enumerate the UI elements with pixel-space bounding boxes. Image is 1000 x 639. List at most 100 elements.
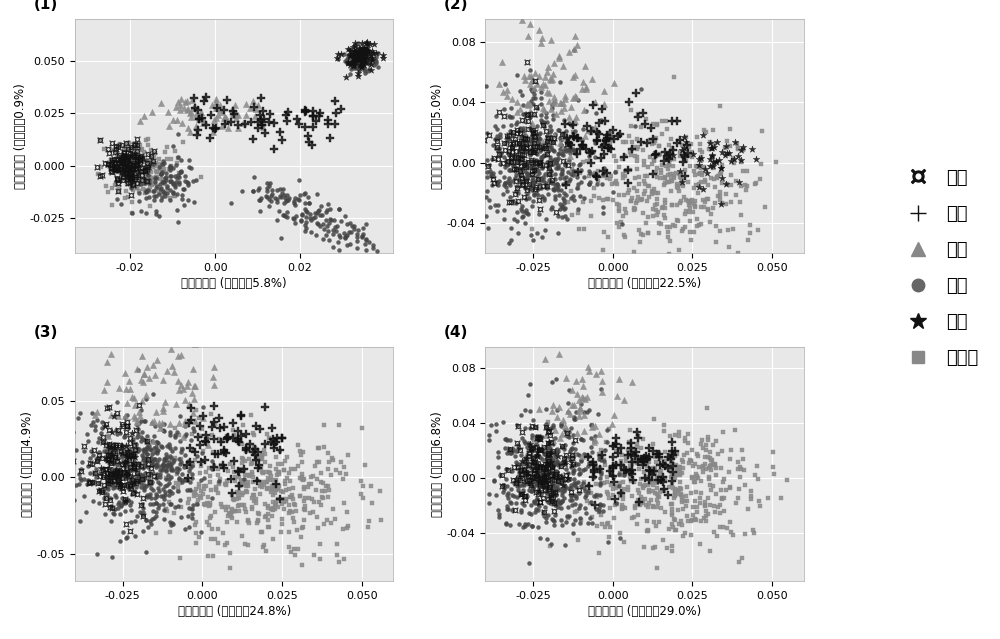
Point [549,183,565,194]
Point [92,468,108,478]
Point [534,118,550,128]
Point [123,167,139,178]
Point [528,422,544,432]
Point [693,163,709,173]
Point [213,498,229,509]
Point [581,146,597,156]
Point [359,43,375,54]
Point [198,92,214,102]
Point [514,180,530,190]
Point [704,143,720,153]
Point [566,489,582,500]
Point [119,481,135,491]
Point [235,475,251,486]
Point [108,440,124,450]
Point [264,484,280,495]
Point [555,128,571,138]
Point [122,176,138,187]
Point [666,72,682,82]
Point [699,194,715,204]
Point [624,491,640,501]
Point [608,498,624,509]
Point [155,459,171,470]
Point [478,192,494,202]
Point [239,479,255,489]
Point [677,152,693,162]
Point [532,434,548,444]
Point [339,240,355,250]
Point [728,190,744,201]
Point [679,140,695,150]
Point [550,162,566,173]
Point [277,479,293,489]
Point [159,188,175,198]
Point [532,480,548,490]
Point [623,105,639,116]
Point [285,213,301,223]
Point [97,158,113,168]
Point [527,177,543,187]
Point [127,158,143,169]
Point [186,93,202,103]
Point [539,481,555,491]
Point [272,493,288,504]
Point [636,457,652,467]
Point [543,454,559,464]
Point [705,459,721,470]
Point [145,175,161,185]
Point [614,504,630,514]
Point [554,496,570,506]
Point [172,167,188,177]
Point [541,459,557,469]
Point [607,500,623,510]
Point [349,232,365,242]
Point [112,428,128,438]
Point [489,130,505,141]
Point [534,477,550,487]
Point [139,443,155,453]
Point [256,445,272,456]
Point [103,442,119,452]
Point [240,515,256,525]
Point [455,429,471,440]
Point [360,47,376,57]
Point [673,489,689,499]
Point [584,146,600,156]
Point [594,452,610,462]
Point [216,113,232,123]
Point [136,454,152,465]
Point [523,162,539,172]
Point [605,484,621,495]
Point [575,435,591,445]
Point [235,420,251,430]
Point [571,470,587,480]
Point [214,502,230,512]
Point [624,137,640,147]
Point [663,134,679,144]
Point [360,522,376,532]
Point [128,482,144,493]
Point [132,507,148,518]
Point [712,169,728,179]
Point [523,71,539,81]
Point [723,445,739,455]
Point [132,166,148,176]
Point [557,474,573,484]
Point [579,155,595,166]
Point [98,419,114,429]
Point [593,456,609,466]
Point [562,474,578,484]
Point [259,484,275,494]
Point [529,171,545,181]
Point [524,182,540,192]
Point [121,171,137,181]
Point [342,60,358,70]
Point [89,162,105,172]
Point [58,496,74,506]
Point [82,477,98,487]
Point [100,431,116,442]
Point [573,455,589,465]
Point [688,473,704,483]
Point [122,465,138,475]
Point [516,465,532,475]
